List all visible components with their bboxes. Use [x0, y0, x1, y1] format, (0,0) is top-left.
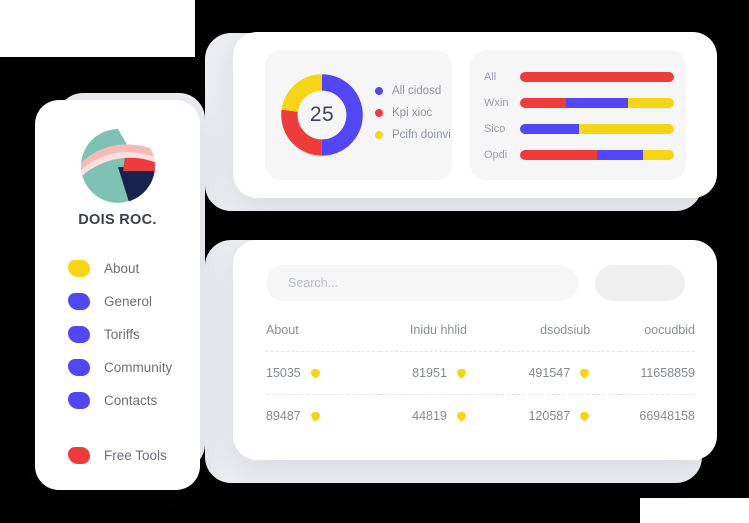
bar-row-wxin: Wxin [484, 96, 674, 110]
cell-oocudbid: 11658859 [620, 351, 695, 395]
brand-name: DOIS ROC. [78, 212, 157, 228]
bar-row-all: All [484, 70, 674, 84]
dois-roc-logo [79, 127, 157, 205]
generol-dot-icon [68, 293, 90, 310]
sidebar-item-generol[interactable]: Generol [68, 285, 200, 318]
bar-label: All [484, 71, 497, 83]
donut-center-value: 25 [309, 103, 335, 126]
column-header-oocudbid[interactable]: oocudbid [644, 323, 695, 337]
sidebar: DOIS ROC. About Generol Toriffs Communit… [35, 100, 200, 490]
charts-card: 25 All cidosd Kpi xioc Pcifn doinvi All [233, 32, 717, 198]
column-header-dsodsiub[interactable]: dsodsiub [540, 323, 591, 337]
bar-row-opdi: Opdi [484, 148, 674, 162]
search-button[interactable] [595, 265, 685, 301]
legend-dot-icon [375, 87, 383, 95]
bar-segment-red [520, 72, 674, 82]
sidebar-item-label: Community [104, 360, 173, 375]
table-header-row: About Inidu hhlid dsodsiub oocudbid [266, 323, 695, 352]
bar-segment-red [520, 98, 567, 108]
donut-segment-pcifn-doinvi [281, 74, 363, 156]
bar-label: Opdi [484, 149, 508, 161]
sidebar-item-about[interactable]: About [68, 252, 200, 285]
table-row[interactable]: 89487 44819 120587 66948158 [266, 394, 695, 437]
bar-label: Sico [484, 123, 506, 135]
donut-legend: All cidosd Kpi xioc Pcifn doinvi [375, 80, 451, 146]
legend-dot-icon [375, 109, 383, 117]
legend-label: Pcifn doinvi [392, 129, 451, 141]
bar-row-sico: Sico [484, 122, 674, 136]
sidebar-item-label: Contacts [104, 393, 158, 408]
donut-segment-kpi-xioc [281, 74, 363, 156]
column-header-about[interactable]: About [266, 323, 299, 337]
cell-value: 491547 [528, 366, 571, 380]
search-input[interactable] [266, 265, 578, 301]
sidebar-item-free-tools[interactable]: Free Tools [68, 439, 200, 472]
about-dot-icon [68, 260, 90, 277]
sidebar-item-community[interactable]: Community [68, 351, 200, 384]
legend-item-all-cidosd: All cidosd [375, 80, 451, 102]
bar-segment-purple [520, 124, 579, 134]
cell-dsodsiub: 120587 [496, 394, 621, 437]
legend-label: All cidosd [392, 85, 442, 97]
cell-value: 89487 [266, 409, 301, 423]
stacked-bar-chart: All Wxin Sico [484, 64, 674, 168]
gem-icon [457, 368, 466, 379]
cell-inidu: 81951 [379, 351, 497, 395]
gem-icon [580, 411, 590, 422]
donut-chart-panel: 25 All cidosd Kpi xioc Pcifn doinvi [265, 50, 452, 180]
gem-icon [310, 411, 320, 422]
gem-icon [457, 411, 466, 422]
sidebar-item-label: About [104, 261, 140, 276]
bar-track [520, 98, 674, 108]
free-tools-dot-icon [68, 447, 90, 464]
column-header-inidu[interactable]: Inidu hhlid [409, 323, 467, 337]
legend-item-pcifn-doinvi: Pcifn doinvi [375, 124, 451, 146]
cell-value: 44819 [412, 409, 447, 423]
bar-segment-yellow [578, 124, 674, 134]
sidebar-nav: About Generol Toriffs Community Contacts… [68, 252, 200, 472]
bar-segment-purple [566, 98, 628, 108]
legend-dot-icon [375, 131, 383, 139]
legend-label: Kpi xioc [392, 107, 433, 119]
cell-value: 120587 [528, 409, 571, 423]
community-dot-icon [68, 359, 90, 376]
data-card: About Inidu hhlid dsodsiub oocudbid 1503… [233, 240, 717, 460]
stacked-bar-panel: All Wxin Sico [470, 50, 686, 180]
decorative-rect-top-left [0, 0, 195, 57]
cell-about: 89487 [266, 394, 380, 437]
toriffs-dot-icon [68, 326, 90, 343]
sidebar-item-toriffs[interactable]: Toriffs [68, 318, 200, 351]
donut-chart [281, 74, 363, 156]
decorative-rect-bottom-right [640, 498, 749, 523]
bar-segment-purple [597, 150, 644, 160]
sidebar-item-label: Generol [104, 294, 153, 309]
gem-icon [580, 368, 590, 379]
sidebar-item-contacts[interactable]: Contacts [68, 384, 200, 417]
bar-segment-red [520, 150, 597, 160]
sidebar-item-label: Free Tools [104, 448, 167, 463]
gem-icon [310, 368, 320, 379]
contacts-dot-icon [68, 392, 90, 409]
bar-track [520, 72, 674, 82]
cell-about: 15035 [266, 351, 380, 395]
bar-segment-yellow [643, 150, 674, 160]
table-row[interactable]: 15035 81951 491547 11658859 [266, 351, 695, 395]
bar-track [520, 124, 674, 134]
legend-item-kpi-xioc: Kpi xioc [375, 102, 451, 124]
bar-segment-yellow [627, 98, 674, 108]
bar-track [520, 150, 674, 160]
sidebar-item-label: Toriffs [104, 327, 140, 342]
cell-value: 81951 [412, 366, 447, 380]
cell-oocudbid: 66948158 [620, 394, 695, 437]
cell-value: 15035 [266, 366, 301, 380]
data-table: About Inidu hhlid dsodsiub oocudbid 1503… [266, 323, 695, 437]
bar-label: Wxin [484, 97, 509, 109]
cell-dsodsiub: 491547 [496, 351, 621, 395]
cell-inidu: 44819 [379, 394, 497, 437]
